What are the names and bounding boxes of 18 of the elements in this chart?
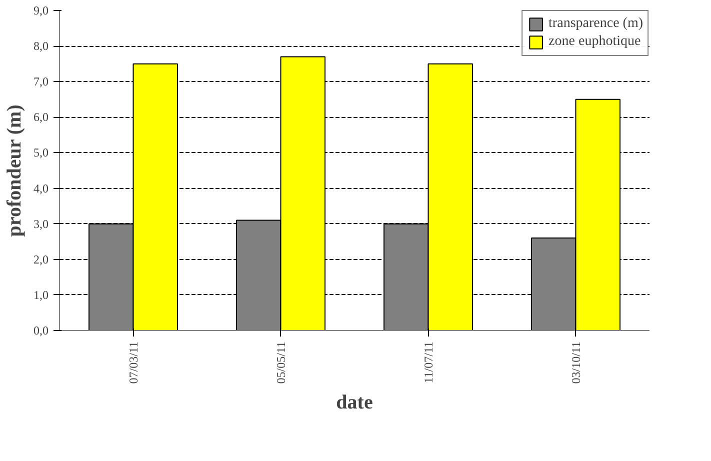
y-tick-label: 9,0	[34, 4, 48, 18]
x-tick-label: 11/07/11	[421, 341, 436, 384]
x-tick-label: 05/05/11	[274, 341, 288, 384]
x-tick-label: 03/10/11	[568, 341, 583, 384]
y-tick-label: 1,0	[34, 288, 48, 302]
y-tick-label: 7,0	[34, 74, 48, 89]
y-tick-label: 5,0	[34, 146, 48, 160]
y-tick-label: 8,0	[34, 39, 48, 54]
y-tick-label: 3,0	[34, 216, 48, 231]
legend-label: zone euphotique	[548, 34, 641, 50]
x-tick-label: 07/03/11	[126, 341, 140, 384]
y-tick-label: 6,0	[34, 110, 48, 124]
y-axis-title: profondeur (m)	[4, 104, 26, 237]
x-axis-title: date	[336, 392, 373, 414]
legend-label: transparence (m)	[548, 16, 643, 32]
y-tick-label: 4,0	[34, 181, 48, 196]
y-tick-label: 2,0	[34, 252, 48, 266]
y-tick-label: 0,0	[34, 324, 48, 338]
